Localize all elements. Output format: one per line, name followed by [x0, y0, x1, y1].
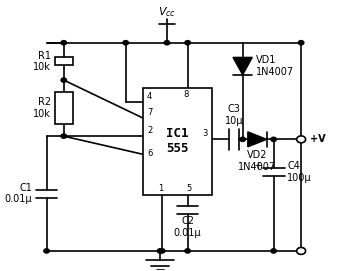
- Circle shape: [123, 41, 129, 45]
- Circle shape: [297, 136, 306, 143]
- Circle shape: [299, 41, 304, 45]
- Text: 2: 2: [147, 126, 152, 135]
- Text: IC1
555: IC1 555: [166, 127, 188, 156]
- Text: C4
100µ: C4 100µ: [287, 161, 312, 183]
- Circle shape: [297, 247, 306, 254]
- Circle shape: [271, 249, 277, 253]
- Bar: [143, 88, 212, 195]
- Circle shape: [164, 41, 170, 45]
- Text: C2
0.01µ: C2 0.01µ: [174, 216, 201, 238]
- Circle shape: [240, 137, 245, 141]
- Circle shape: [44, 249, 49, 253]
- Bar: [55, 92, 73, 124]
- Polygon shape: [248, 132, 267, 147]
- Text: 3: 3: [202, 129, 208, 138]
- Circle shape: [299, 137, 304, 141]
- Text: 8: 8: [183, 90, 188, 99]
- Text: C3
10µ: C3 10µ: [225, 104, 243, 126]
- Bar: [55, 57, 73, 65]
- Text: VD1
1N4007: VD1 1N4007: [256, 55, 295, 77]
- Text: C1
0.01µ: C1 0.01µ: [4, 183, 32, 204]
- Text: 5: 5: [187, 184, 192, 193]
- Circle shape: [61, 41, 66, 45]
- Text: R2
10k: R2 10k: [33, 97, 51, 119]
- Circle shape: [61, 78, 66, 82]
- Circle shape: [61, 134, 66, 138]
- Text: 1: 1: [158, 184, 163, 193]
- Polygon shape: [233, 57, 252, 75]
- Circle shape: [185, 249, 190, 253]
- Text: +: +: [254, 160, 263, 170]
- Text: +V: +V: [310, 134, 325, 144]
- Circle shape: [160, 249, 165, 253]
- Circle shape: [271, 137, 277, 141]
- Text: 4: 4: [147, 92, 152, 101]
- Text: VD2
1N4007: VD2 1N4007: [238, 150, 276, 172]
- Text: 6: 6: [147, 149, 152, 158]
- Text: R1
10k: R1 10k: [33, 51, 51, 72]
- Circle shape: [157, 249, 163, 253]
- Text: $V_{cc}$: $V_{cc}$: [158, 5, 176, 19]
- Text: 7: 7: [147, 108, 152, 117]
- Circle shape: [185, 41, 190, 45]
